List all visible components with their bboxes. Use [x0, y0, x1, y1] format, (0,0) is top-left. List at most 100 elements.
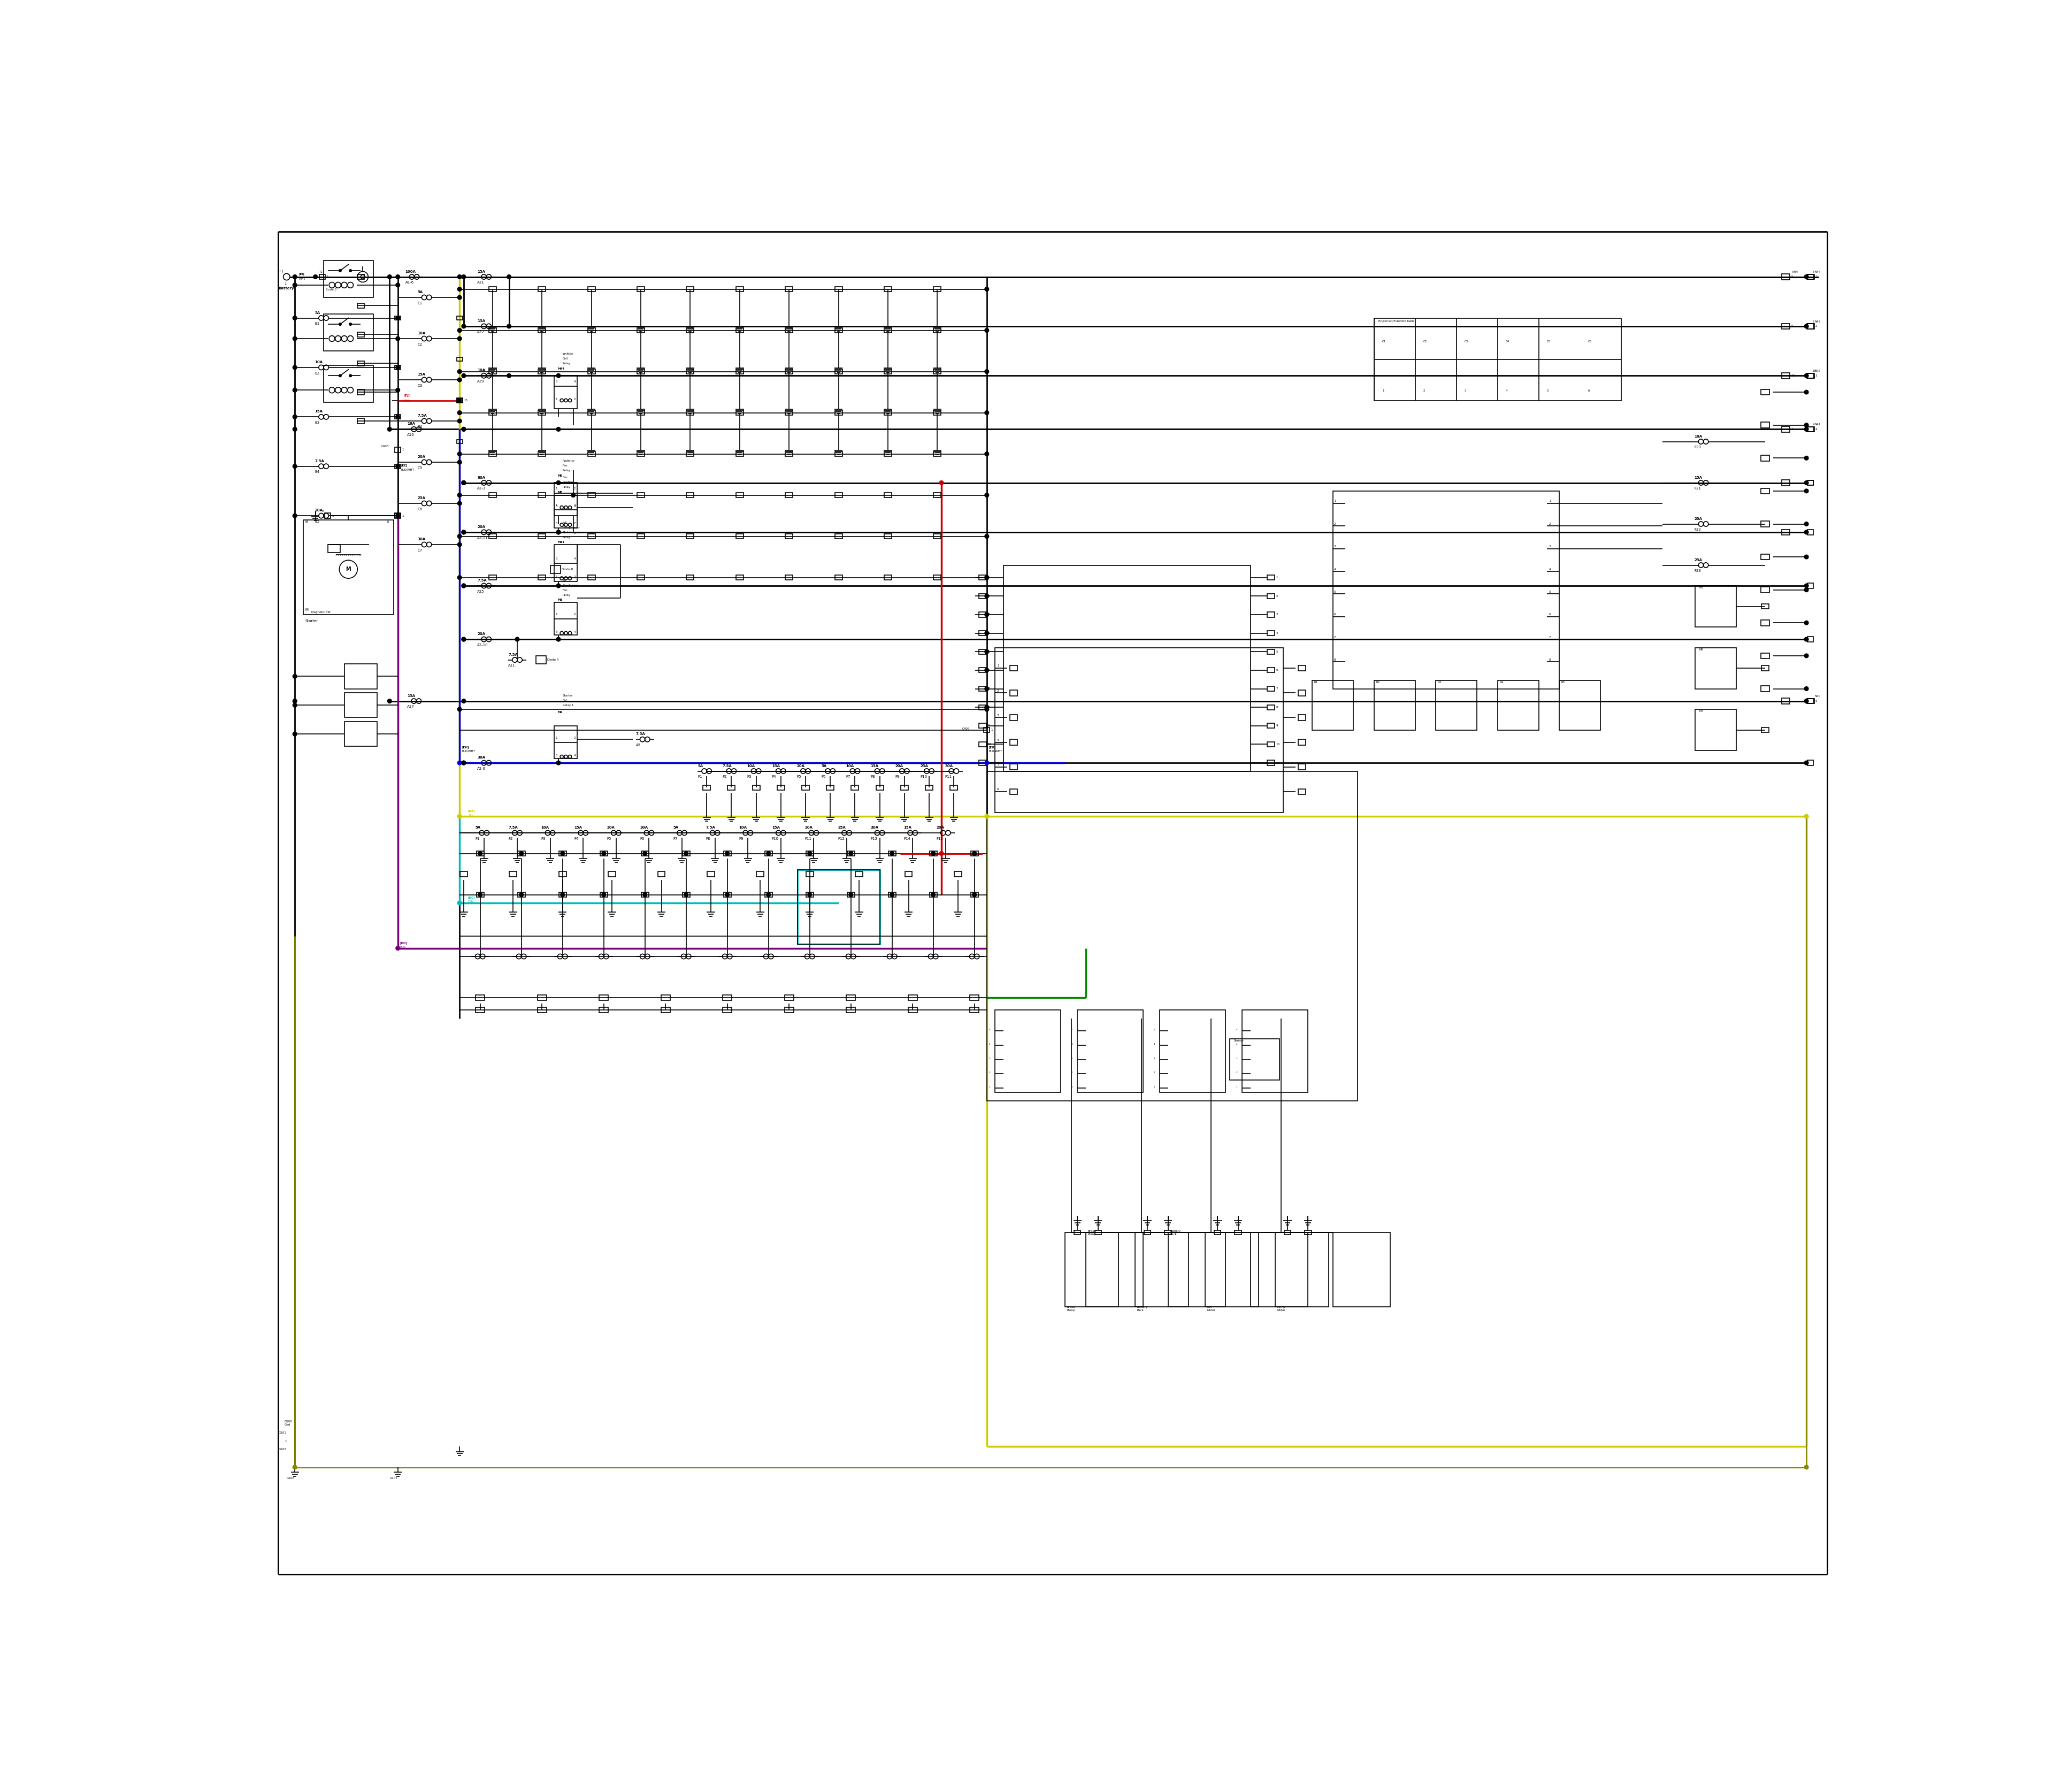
Bar: [908, 1007, 918, 1012]
Bar: [930, 851, 937, 857]
Circle shape: [984, 708, 988, 711]
Circle shape: [458, 378, 462, 382]
Bar: [1808, 426, 1814, 432]
Bar: [980, 742, 986, 747]
Text: P8: P8: [871, 776, 875, 778]
Text: 5A: 5A: [417, 290, 423, 294]
Bar: [538, 534, 546, 539]
Text: Fan: Fan: [563, 464, 567, 468]
Text: M6: M6: [1699, 649, 1703, 650]
Circle shape: [984, 762, 988, 765]
Text: 15A: 15A: [477, 319, 485, 323]
Circle shape: [458, 534, 462, 538]
Bar: [1298, 665, 1306, 670]
Bar: [735, 410, 744, 416]
Text: (+): (+): [277, 269, 283, 272]
Circle shape: [1803, 391, 1808, 394]
Circle shape: [1803, 521, 1808, 527]
Circle shape: [557, 480, 561, 486]
Text: A22: A22: [477, 330, 485, 333]
Circle shape: [349, 269, 351, 272]
Bar: [1808, 426, 1814, 432]
Bar: [935, 493, 941, 498]
Circle shape: [479, 851, 483, 855]
Bar: [325, 260, 374, 297]
Circle shape: [557, 426, 561, 432]
Text: C6: C6: [417, 507, 423, 511]
Circle shape: [507, 373, 511, 378]
Bar: [735, 534, 744, 539]
Circle shape: [972, 851, 976, 855]
Text: F4: F4: [573, 837, 579, 840]
Circle shape: [458, 337, 462, 340]
Bar: [538, 995, 546, 1000]
Text: Sensor: Sensor: [1234, 1039, 1245, 1043]
Circle shape: [807, 892, 811, 896]
Bar: [477, 995, 485, 1000]
Bar: [1011, 665, 1017, 670]
Bar: [834, 328, 842, 333]
Bar: [1808, 274, 1814, 280]
Bar: [1011, 763, 1017, 771]
Circle shape: [462, 762, 466, 765]
Bar: [1762, 665, 1768, 670]
Bar: [345, 694, 378, 717]
Circle shape: [984, 369, 988, 373]
Bar: [955, 871, 961, 876]
Circle shape: [684, 851, 688, 855]
Text: F20: F20: [1695, 446, 1701, 450]
Circle shape: [458, 493, 462, 496]
Circle shape: [643, 851, 647, 855]
Bar: [1298, 788, 1306, 794]
Text: Diode B: Diode B: [561, 568, 573, 570]
Bar: [1808, 699, 1814, 704]
Text: F5: F5: [608, 837, 612, 840]
Bar: [1781, 373, 1789, 378]
Text: G102: G102: [279, 1448, 286, 1452]
Bar: [834, 452, 842, 457]
Circle shape: [561, 892, 565, 896]
Text: F11: F11: [805, 837, 811, 840]
Bar: [926, 785, 933, 790]
Text: Brake
Pump: Brake Pump: [1068, 1306, 1076, 1312]
Text: 10A: 10A: [417, 332, 425, 335]
Bar: [1497, 681, 1538, 729]
Circle shape: [1803, 1466, 1808, 1469]
Bar: [1298, 740, 1306, 745]
Text: C1: C1: [1382, 340, 1386, 342]
Circle shape: [766, 851, 770, 855]
Circle shape: [972, 892, 976, 896]
Text: N43: N43: [1814, 321, 1820, 323]
Bar: [797, 869, 879, 944]
Text: F15: F15: [937, 837, 943, 840]
Bar: [1808, 699, 1814, 704]
Text: A25: A25: [477, 590, 485, 593]
Bar: [1760, 652, 1768, 659]
Bar: [1078, 1011, 1144, 1093]
Circle shape: [1803, 530, 1808, 534]
Text: P5: P5: [797, 776, 801, 778]
Bar: [682, 851, 690, 857]
Bar: [735, 328, 744, 333]
Circle shape: [458, 287, 462, 292]
Bar: [538, 575, 546, 581]
Bar: [587, 534, 596, 539]
Bar: [805, 851, 813, 857]
Bar: [682, 892, 690, 898]
Bar: [357, 389, 364, 394]
Bar: [930, 892, 937, 898]
Circle shape: [462, 480, 466, 486]
Bar: [785, 410, 793, 416]
Bar: [477, 892, 485, 898]
Bar: [883, 328, 891, 333]
Bar: [735, 493, 744, 498]
Bar: [883, 410, 891, 416]
Text: Ignition: Ignition: [563, 353, 573, 355]
Text: P10: P10: [920, 776, 926, 778]
Bar: [637, 328, 645, 333]
Text: YEL: YEL: [468, 814, 472, 817]
Text: Compressor: Compressor: [563, 527, 579, 529]
Bar: [969, 995, 980, 1000]
Circle shape: [396, 283, 401, 287]
Text: 15A: 15A: [407, 694, 415, 697]
